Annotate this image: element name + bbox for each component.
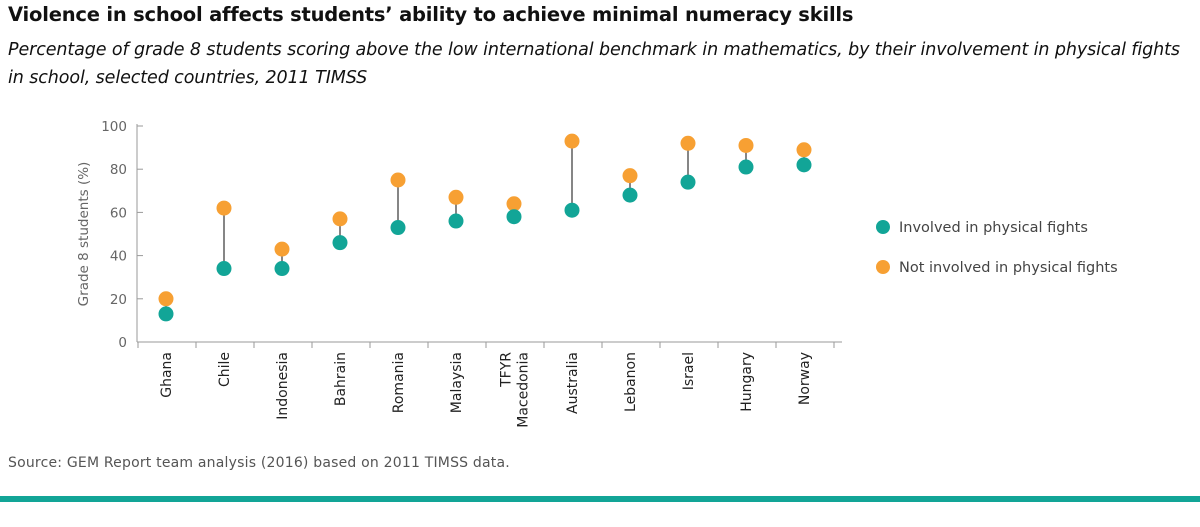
data-point xyxy=(274,261,290,277)
data-point xyxy=(448,213,464,229)
legend-label: Not involved in physical fights xyxy=(899,260,1118,276)
y-tick-label: 20 xyxy=(110,292,127,308)
y-tick-label: 40 xyxy=(110,249,127,265)
data-point xyxy=(796,142,812,158)
y-tick-label: 0 xyxy=(118,335,127,351)
data-point xyxy=(796,157,812,173)
x-tick-label: Romania xyxy=(391,352,407,413)
x-tick-label: Chile xyxy=(217,352,233,387)
data-point xyxy=(274,241,290,257)
x-tick-label: Malaysia xyxy=(449,352,465,413)
y-tick-label: 100 xyxy=(101,119,127,135)
x-tick-label: Norway xyxy=(797,352,813,405)
legend-label: Involved in physical fights xyxy=(899,220,1088,236)
data-point xyxy=(564,202,580,218)
data-point xyxy=(622,187,638,203)
data-point xyxy=(564,133,580,149)
legend: Involved in physical fights Not involved … xyxy=(876,220,1118,276)
data-point xyxy=(332,211,348,227)
x-tick-label: TFYR xyxy=(499,352,515,388)
connector-lines xyxy=(165,141,805,314)
chart-subtitle: Percentage of grade 8 students scoring a… xyxy=(8,40,1180,88)
data-point xyxy=(738,159,754,175)
data-point xyxy=(622,168,638,184)
x-tick-label: Indonesia xyxy=(275,352,291,420)
y-axis-title: Grade 8 students (%) xyxy=(76,162,92,307)
legend-marker xyxy=(876,220,890,234)
source-note: Source: GEM Report team analysis (2016) … xyxy=(8,455,510,471)
x-tick-label: Bahrain xyxy=(333,352,349,406)
x-tick-label: Lebanon xyxy=(623,352,639,412)
x-tick-label: Hungary xyxy=(739,352,755,412)
data-point xyxy=(738,137,754,153)
data-point xyxy=(390,220,406,236)
y-tick-label: 60 xyxy=(110,205,127,221)
data-point xyxy=(506,196,522,212)
x-tick-label: Australia xyxy=(565,352,581,414)
dot-range-chart: 0 20 40 60 80 100 Grade 8 students (%) Ghana Ch… xyxy=(76,119,1118,428)
data-point xyxy=(680,135,696,151)
y-tick-label: 80 xyxy=(110,162,127,178)
data-point xyxy=(506,209,522,225)
data-point xyxy=(390,172,406,188)
x-axis: Ghana Chile Indonesia Bahrain Romania Malaysi… xyxy=(137,341,842,428)
data-point xyxy=(158,306,174,322)
data-point xyxy=(216,261,232,277)
data-points xyxy=(158,133,812,322)
data-point xyxy=(216,200,232,216)
chart-title: Violence in school affects students’ abi… xyxy=(8,3,854,26)
data-point xyxy=(158,291,174,307)
y-axis: 0 20 40 60 80 100 Grade 8 students (%) xyxy=(76,119,143,351)
x-tick-label: Israel xyxy=(681,352,697,390)
data-point xyxy=(332,235,348,251)
x-tick-label: Ghana xyxy=(159,352,175,398)
data-point xyxy=(448,189,464,205)
data-point xyxy=(680,174,696,190)
x-tick-label: Macedonia xyxy=(516,352,532,428)
legend-marker xyxy=(876,260,890,274)
bottom-accent-bar xyxy=(0,496,1200,502)
